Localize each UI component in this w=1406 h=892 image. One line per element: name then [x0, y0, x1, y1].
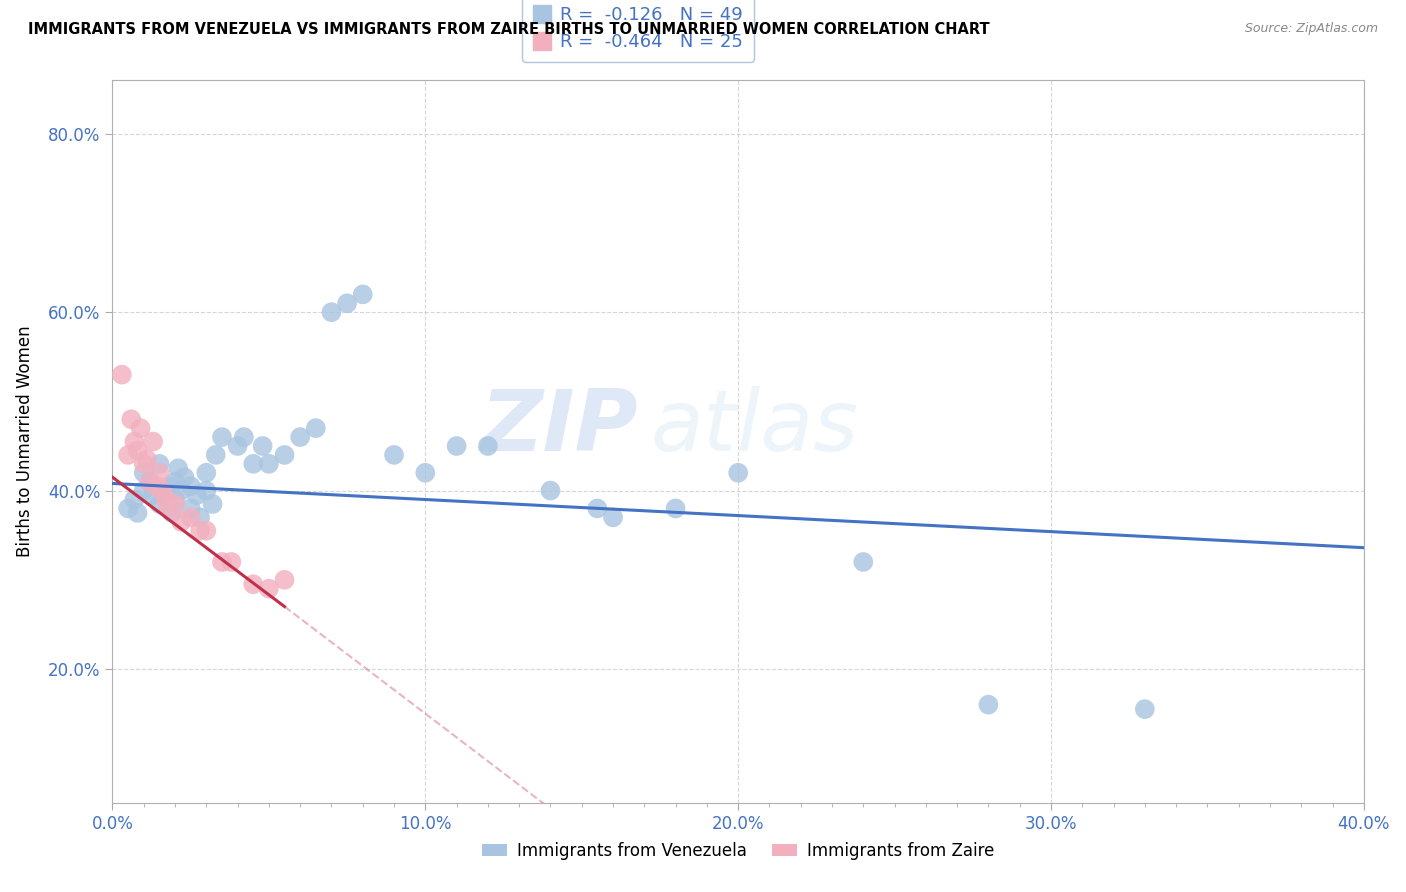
Point	[586, 501, 609, 516]
Point	[148, 457, 170, 471]
Text: atlas: atlas	[651, 385, 859, 468]
Point	[167, 461, 190, 475]
Point	[142, 488, 165, 502]
Point	[155, 492, 177, 507]
Point	[124, 492, 146, 507]
Point	[163, 475, 186, 489]
Point	[201, 497, 224, 511]
Point	[132, 457, 155, 471]
Point	[188, 524, 211, 538]
Point	[155, 488, 177, 502]
Point	[352, 287, 374, 301]
Point	[148, 497, 170, 511]
Point	[852, 555, 875, 569]
Point	[163, 497, 186, 511]
Point	[273, 573, 295, 587]
Point	[336, 296, 359, 310]
Point	[211, 430, 233, 444]
Point	[132, 483, 155, 498]
Point	[257, 457, 280, 471]
Point	[152, 483, 174, 498]
Point	[664, 501, 686, 516]
Point	[170, 515, 193, 529]
Point	[129, 421, 152, 435]
Point	[252, 439, 274, 453]
Point	[290, 430, 312, 444]
Point	[242, 457, 264, 471]
Point	[180, 510, 202, 524]
Point	[135, 452, 157, 467]
Point	[124, 434, 146, 449]
Point	[321, 305, 343, 319]
Point	[163, 492, 186, 507]
Point	[188, 510, 211, 524]
Point	[477, 439, 499, 453]
Point	[170, 483, 193, 498]
Legend: Immigrants from Venezuela, Immigrants from Zaire: Immigrants from Venezuela, Immigrants fr…	[475, 836, 1001, 867]
Point	[186, 488, 208, 502]
Point	[139, 475, 162, 489]
Point	[540, 483, 562, 498]
Point	[221, 555, 243, 569]
Point	[602, 510, 624, 524]
Point	[127, 443, 149, 458]
Y-axis label: Births to Unmarried Women: Births to Unmarried Women	[17, 326, 34, 558]
Point	[446, 439, 468, 453]
Point	[1133, 702, 1156, 716]
Point	[195, 483, 218, 498]
Point	[273, 448, 295, 462]
Point	[195, 466, 218, 480]
Point	[132, 466, 155, 480]
Point	[232, 430, 254, 444]
Point	[415, 466, 437, 480]
Point	[139, 475, 162, 489]
Point	[157, 479, 180, 493]
Point	[173, 470, 195, 484]
Point	[111, 368, 134, 382]
Point	[117, 448, 139, 462]
Point	[180, 479, 202, 493]
Point	[127, 506, 149, 520]
Point	[382, 448, 405, 462]
Point	[160, 506, 183, 520]
Point	[157, 501, 180, 516]
Text: IMMIGRANTS FROM VENEZUELA VS IMMIGRANTS FROM ZAIRE BIRTHS TO UNMARRIED WOMEN COR: IMMIGRANTS FROM VENEZUELA VS IMMIGRANTS …	[28, 22, 990, 37]
Text: Source: ZipAtlas.com: Source: ZipAtlas.com	[1244, 22, 1378, 36]
Point	[211, 555, 233, 569]
Point	[145, 479, 167, 493]
Point	[180, 501, 202, 516]
Point	[226, 439, 249, 453]
Point	[117, 501, 139, 516]
Point	[305, 421, 328, 435]
Point	[977, 698, 1000, 712]
Point	[142, 434, 165, 449]
Point	[242, 577, 264, 591]
Point	[195, 524, 218, 538]
Point	[120, 412, 142, 426]
Text: ZIP: ZIP	[481, 385, 638, 468]
Point	[727, 466, 749, 480]
Point	[148, 466, 170, 480]
Point	[257, 582, 280, 596]
Point	[204, 448, 226, 462]
